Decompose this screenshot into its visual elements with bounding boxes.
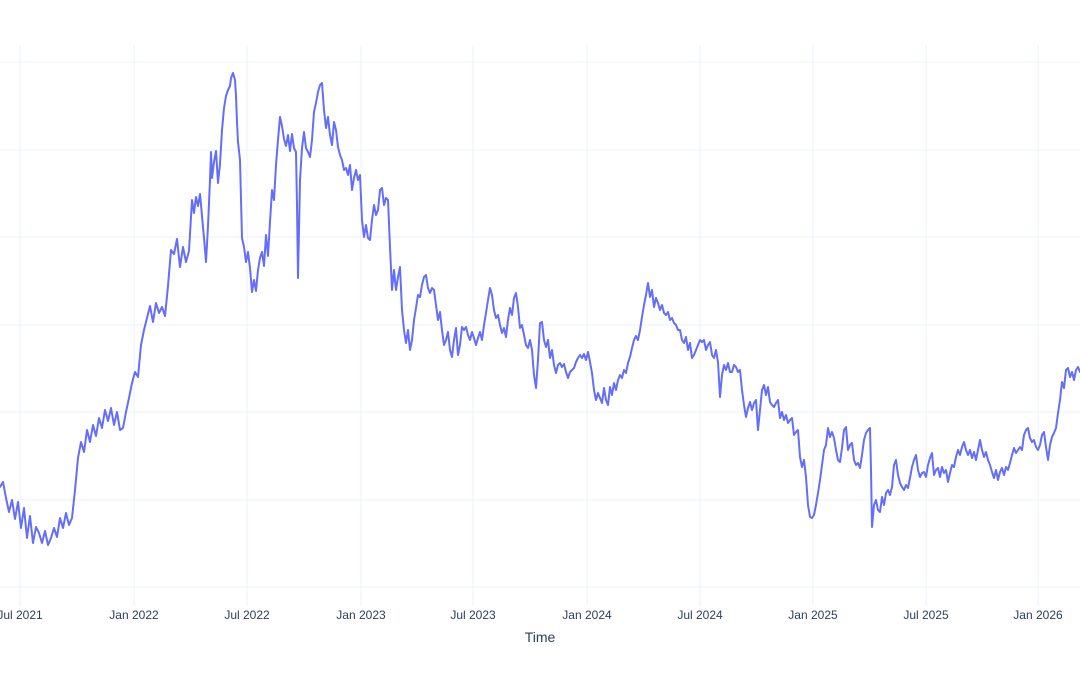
x-tick-label: Jan 2025 [788,608,838,622]
series-line [0,72,1080,546]
x-tick-label: Jul 2023 [450,608,496,622]
x-tick-label: Jul 2021 [0,608,43,622]
x-tick-label: Jul 2024 [677,608,723,622]
x-axis-title: Time [524,629,556,645]
x-tick-label: Jan 2022 [109,608,159,622]
x-tick-label: Jan 2023 [336,608,386,622]
x-tick-label: Jan 2026 [1013,608,1063,622]
x-tick-label: Jul 2025 [903,608,949,622]
x-tick-label: Jan 2024 [562,608,612,622]
x-tick-label: Jul 2022 [224,608,270,622]
